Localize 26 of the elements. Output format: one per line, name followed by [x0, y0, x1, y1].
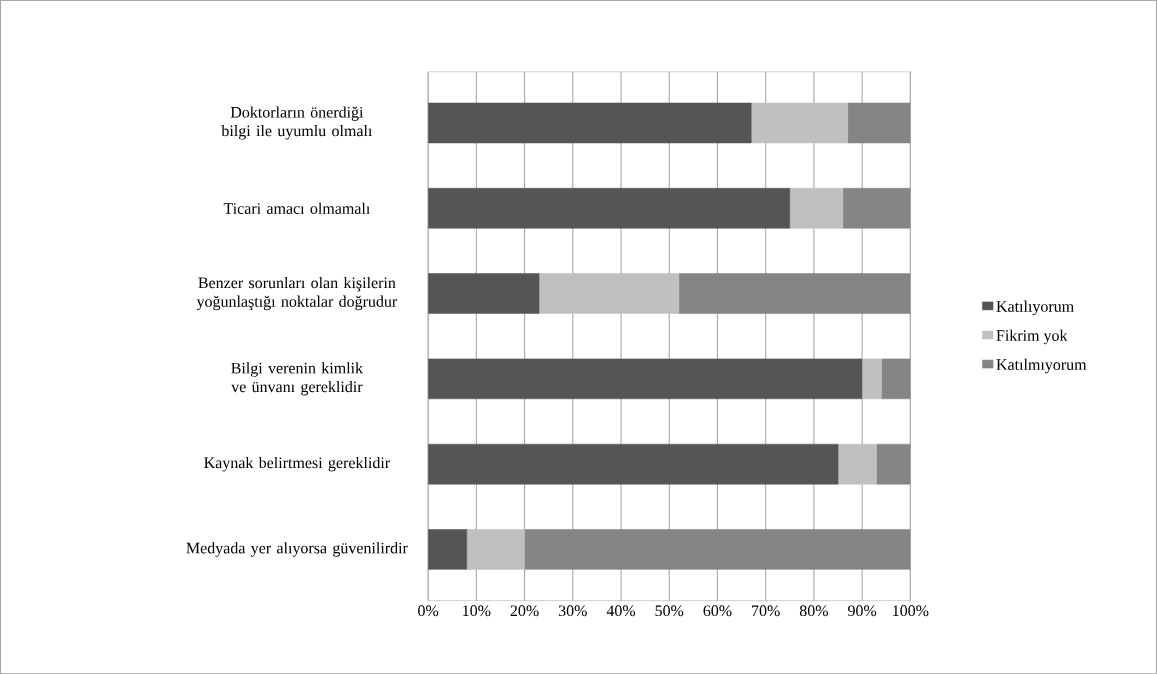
y-tick-label: Bilgi verenin kimlik ve ünvanı gereklidir — [231, 362, 364, 396]
x-tick-label: 20% — [510, 605, 539, 616]
x-tick-label: 70% — [752, 605, 780, 616]
y-tick-label: Doktorların önerdiği bilgi ile uyumlu olmalı — [221, 106, 373, 140]
legend-label: Fikrim yok — [996, 329, 1068, 344]
x-tick-label: 10% — [463, 605, 491, 616]
x-tick-label: 90% — [848, 605, 877, 616]
x-tick-label: 0% — [418, 605, 439, 616]
y-tick-label: Benzer sorunları olan kişilerin yoğunlaştığı noktalar doğrudur — [196, 276, 398, 310]
legend-label: Katılıyorum — [996, 300, 1074, 315]
y-tick-label: Kaynak belirtmesi gereklidir — [204, 456, 390, 472]
bar — [750, 102, 848, 144]
x-tick-label: 40% — [606, 605, 636, 616]
x-tick-label: 60% — [703, 605, 732, 616]
bar — [466, 528, 525, 570]
y-tick-label: Medyada yer alıyorsa güvenilirdir — [186, 541, 408, 557]
bar — [861, 358, 882, 399]
x-tick-label: 50% — [655, 605, 684, 616]
x-tick-label: 100% — [893, 605, 929, 616]
legend-label: Katılmıyorum — [996, 358, 1087, 374]
bar — [837, 443, 877, 485]
x-tick-label: 30% — [558, 605, 587, 616]
y-tick-label: Ticari amacı olmamalı — [223, 202, 371, 214]
x-tick-label: 80% — [799, 605, 829, 616]
bar — [789, 187, 844, 229]
bar — [538, 273, 680, 314]
